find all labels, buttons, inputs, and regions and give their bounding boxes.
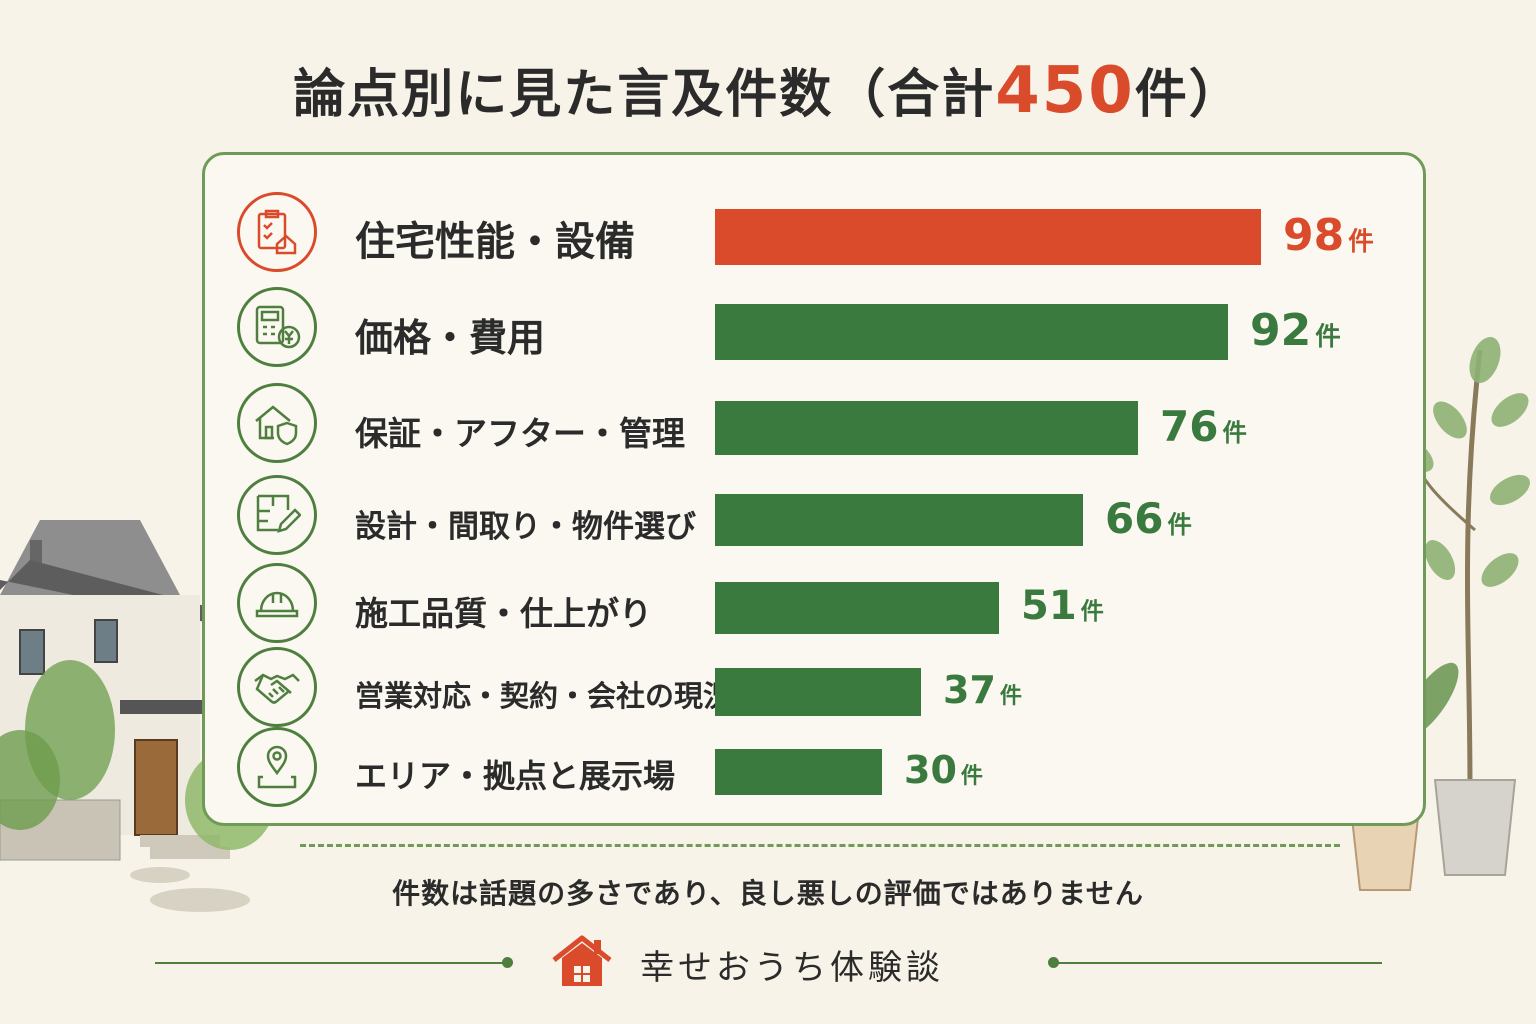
value-label: 51 件 [1021,583,1104,629]
bar-slot: 51 件 [715,563,1415,653]
value-unit: 件 [1315,321,1341,352]
title-total: 450 [995,54,1135,128]
bar-slot: 30 件 [715,727,1415,817]
value-label: 66 件 [1105,494,1192,543]
map-pin-icon [237,727,317,807]
chart-row: 施工品質・仕上がり 51 件 [205,563,1423,653]
calculator-yen-icon [237,287,317,367]
chart-row: 営業対応・契約・会社の現況 37 件 [205,647,1423,737]
value-number: 51 [1021,583,1077,630]
value-unit: 件 [960,764,983,790]
value-number: 98 [1283,209,1345,261]
bar [715,668,921,716]
value-number: 30 [904,748,957,793]
value-number: 66 [1105,493,1164,543]
bar-slot: 37 件 [715,647,1415,737]
category-label: 住宅性能・設備 [355,219,635,265]
value-number: 76 [1160,401,1219,451]
value-label: 92 件 [1250,305,1341,356]
value-number: 92 [1250,304,1312,356]
hard-hat-icon [237,563,317,643]
category-label: 施工品質・仕上がり [355,594,652,633]
bar [715,209,1261,265]
clipboard-checklist-house-icon [237,192,317,272]
value-unit: 件 [1222,417,1247,447]
house-icon [552,935,612,986]
value-unit: 件 [1080,598,1104,626]
category-label: 価格・費用 [355,316,546,360]
category-label: 保証・アフター・管理 [355,414,685,453]
value-label: 37 件 [943,668,1022,712]
value-label: 98 件 [1283,210,1374,261]
handshake-icon [237,647,317,727]
house-shield-icon [237,383,317,463]
value-number: 37 [943,668,996,713]
chart-row: 価格・費用 92 件 [205,287,1423,377]
category-label: エリア・拠点と展示場 [355,757,676,795]
title-tail: 件） [1134,65,1243,125]
dashed-divider [300,844,1340,847]
footer-line-left [155,962,505,964]
footer-dot-left [502,957,513,968]
value-label: 30 件 [904,748,983,792]
bar-slot: 66 件 [715,475,1415,565]
title-main: 論点別に見た言及件数（合計 [293,65,996,125]
bar-slot: 76 件 [715,383,1415,473]
value-label: 76 件 [1160,402,1247,451]
category-label: 営業対応・契約・会社の現況 [355,679,733,713]
chart-row: 保証・アフター・管理 76 件 [205,383,1423,473]
bar [715,494,1083,546]
floorplan-pencil-icon [237,475,317,555]
bar [715,749,882,795]
bar-slot: 98 件 [715,187,1415,277]
bar-slot: 92 件 [715,287,1415,377]
bar [715,401,1138,455]
footer-dot-right [1048,957,1059,968]
footer-line-right [1058,962,1382,964]
value-unit: 件 [999,684,1022,710]
brand-name: 幸せおうち体験談 [640,948,944,988]
bar [715,582,999,634]
value-unit: 件 [1348,226,1374,257]
bar [715,304,1228,360]
chart-row: 設計・間取り・物件選び 66 件 [205,475,1423,565]
chart-row: 住宅性能・設備 98 件 [205,187,1423,277]
disclaimer-note: 件数は話題の多さであり、良し悪しの評価ではありません [392,877,1144,910]
category-label: 設計・間取り・物件選び [355,509,696,545]
chart-panel: 住宅性能・設備 98 件 価格・費用 92 件 保証・アフター・管理 76 件 設計・… [202,152,1426,826]
chart-title: 論点別に見た言及件数（合計450件） [0,52,1536,128]
chart-row: エリア・拠点と展示場 30 件 [205,727,1423,817]
value-unit: 件 [1167,509,1192,539]
